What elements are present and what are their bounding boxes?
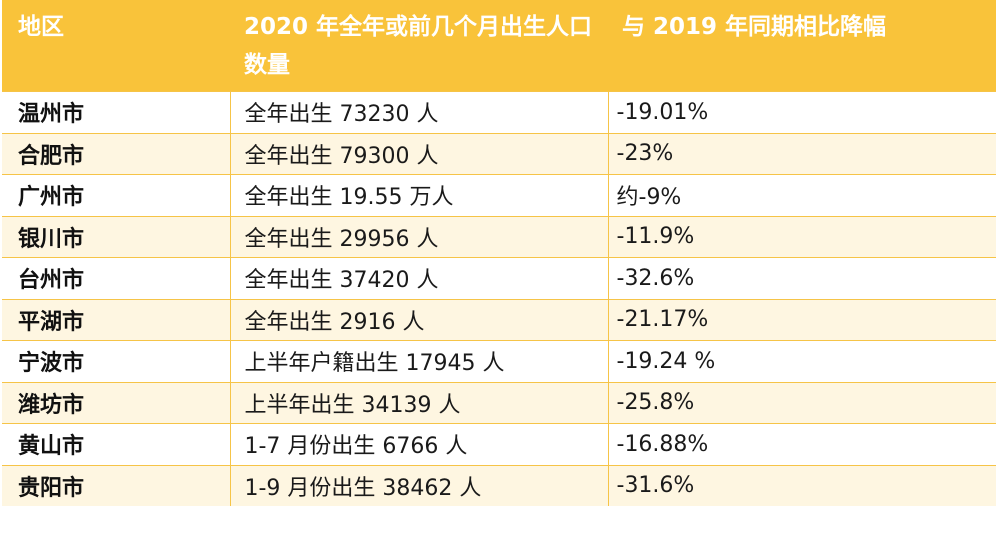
table-row: 黄山市 1-7 月份出生 6766 人 -16.88% <box>2 423 996 466</box>
cell-change: -19.01% <box>607 91 996 134</box>
cell-births: 上半年出生 34139 人 <box>229 381 609 424</box>
cell-change: -19.24 % <box>607 340 996 383</box>
cell-births: 全年出生 73230 人 <box>229 91 609 134</box>
cell-region: 潍坊市 <box>2 381 231 424</box>
cell-region: 银川市 <box>2 215 231 258</box>
cell-region: 贵阳市 <box>2 464 231 506</box>
cell-region: 台州市 <box>2 257 231 300</box>
table-row: 宁波市 上半年户籍出生 17945 人 -19.24 % <box>2 340 996 383</box>
table-row: 台州市 全年出生 37420 人 -32.6% <box>2 257 996 300</box>
cell-births: 全年出生 19.55 万人 <box>229 174 609 217</box>
cell-births: 全年出生 2916 人 <box>229 298 609 341</box>
cell-change: -32.6% <box>607 257 996 300</box>
table-row: 银川市 全年出生 29956 人 -11.9% <box>2 215 996 258</box>
cell-change: 约-9% <box>607 174 996 217</box>
header-change: 与 2019 年同期相比降幅 <box>608 0 996 92</box>
birth-decline-table: 地区 2020 年全年或前几个月出生人口数量 与 2019 年同期相比降幅 温州… <box>2 0 996 506</box>
header-births: 2020 年全年或前几个月出生人口数量 <box>230 0 608 92</box>
cell-change: -31.6% <box>607 464 996 506</box>
cell-change: -23% <box>607 132 996 175</box>
table-row: 温州市 全年出生 73230 人 -19.01% <box>2 91 996 134</box>
table-row: 贵阳市 1-9 月份出生 38462 人 -31.6% <box>2 464 996 506</box>
cell-region: 温州市 <box>2 91 231 134</box>
cell-region: 黄山市 <box>2 423 231 466</box>
cell-region: 宁波市 <box>2 340 231 383</box>
cell-births: 全年出生 29956 人 <box>229 215 609 258</box>
cell-change: -25.8% <box>607 381 996 424</box>
table-row: 平湖市 全年出生 2916 人 -21.17% <box>2 298 996 341</box>
cell-births: 1-7 月份出生 6766 人 <box>229 423 609 466</box>
cell-births: 上半年户籍出生 17945 人 <box>229 340 609 383</box>
cell-change: -11.9% <box>607 215 996 258</box>
cell-births: 全年出生 37420 人 <box>229 257 609 300</box>
cell-region: 合肥市 <box>2 132 231 175</box>
cell-births: 全年出生 79300 人 <box>229 132 609 175</box>
cell-change: -21.17% <box>607 298 996 341</box>
cell-region: 广州市 <box>2 174 231 217</box>
cell-region: 平湖市 <box>2 298 231 341</box>
header-region: 地区 <box>2 0 230 92</box>
table-row: 合肥市 全年出生 79300 人 -23% <box>2 132 996 175</box>
table-row: 广州市 全年出生 19.55 万人 约-9% <box>2 174 996 217</box>
cell-change: -16.88% <box>607 423 996 466</box>
table-header-row: 地区 2020 年全年或前几个月出生人口数量 与 2019 年同期相比降幅 <box>2 0 996 92</box>
cell-births: 1-9 月份出生 38462 人 <box>229 464 609 506</box>
table-row: 潍坊市 上半年出生 34139 人 -25.8% <box>2 381 996 424</box>
